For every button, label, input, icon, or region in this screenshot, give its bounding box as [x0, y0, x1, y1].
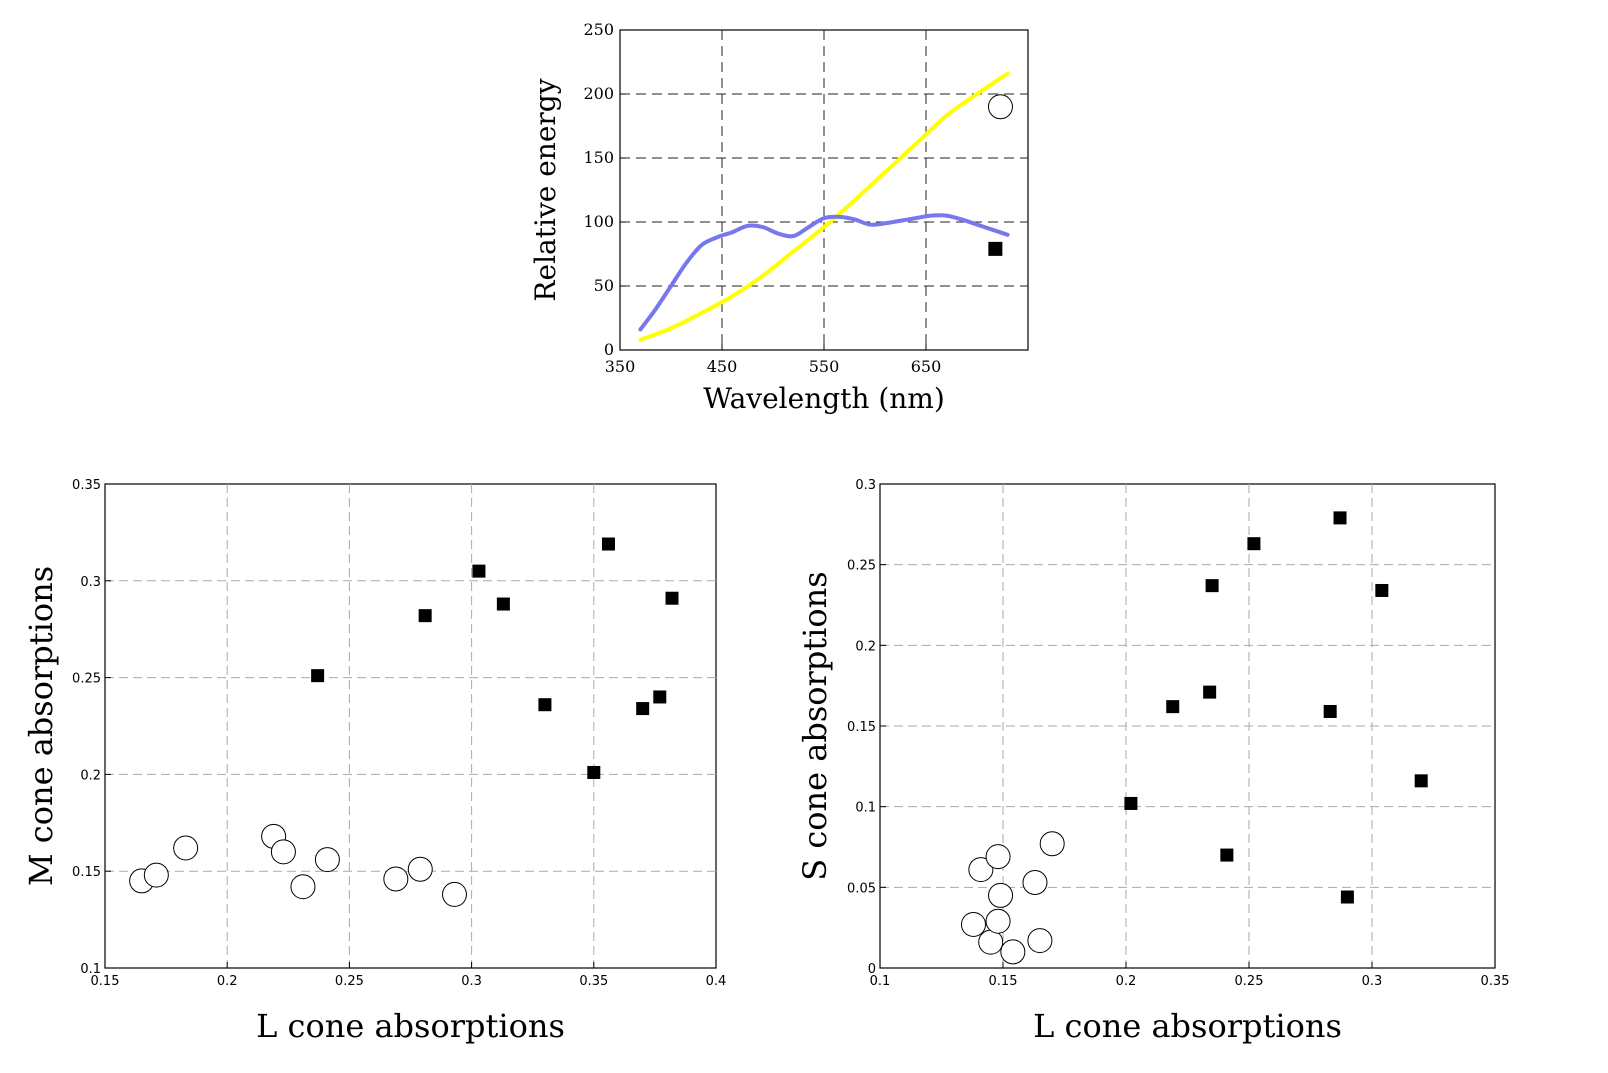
- scatter-point-circle: [383, 866, 409, 892]
- scatter-point-circle: [985, 908, 1011, 934]
- scatter-point-circle: [441, 881, 467, 907]
- y-tick-label: 250: [583, 20, 614, 39]
- scatter-point-circle: [314, 847, 340, 873]
- x-axis-label: L cone absorptions: [256, 1007, 565, 1045]
- chart-1: 350 450 550 650 0 50 100 150 200 250 Wavelength (n…: [529, 20, 1029, 415]
- y-axis-label: S cone absorptions: [796, 571, 834, 880]
- y-tick-label: 0.35: [72, 478, 101, 493]
- scatter-point-circle: [988, 882, 1014, 908]
- scatter-point-square: [653, 690, 667, 704]
- plot-area: [104, 483, 717, 969]
- x-tick-label: 450: [707, 357, 738, 376]
- y-axis-label: Relative energy: [529, 78, 562, 301]
- scatter-point-circle: [1027, 928, 1053, 954]
- x-tick-label: 0.4: [706, 974, 727, 989]
- x-tick-label: 0.15: [91, 974, 120, 989]
- marker-square: [988, 241, 1003, 256]
- y-tick-label: 100: [583, 212, 614, 231]
- x-tick-label: 0.35: [579, 974, 608, 989]
- y-tick-label: 0.2: [80, 768, 101, 783]
- y-tick-label: 50: [594, 276, 614, 295]
- series-line-2: [638, 213, 1010, 332]
- y-tick-label: 0.15: [847, 720, 876, 735]
- chart-3: 0.1 0.15 0.2 0.25 0.3 0.35 0 0.05 0.1 0.15 0.2 0.25…: [796, 478, 1509, 1045]
- y-tick-label: 0: [868, 962, 876, 977]
- x-axis-label: Wavelength (nm): [703, 382, 945, 415]
- scatter-point-circle: [290, 874, 316, 900]
- x-tick-label: 0.35: [1481, 974, 1510, 989]
- y-tick-label: 0.2: [855, 639, 876, 654]
- scatter-point-square: [1333, 511, 1347, 525]
- scatter-point-circle: [1000, 939, 1026, 965]
- scatter-point-square: [418, 609, 432, 623]
- scatter-point-circle: [143, 862, 169, 888]
- x-tick-label: 0.3: [461, 974, 482, 989]
- x-tick-label: 0.3: [1362, 974, 1383, 989]
- x-tick-label: 350: [605, 357, 636, 376]
- scatter-point-circle: [1022, 869, 1048, 895]
- y-tick-label: 0.3: [855, 478, 876, 493]
- x-tick-label: 0.15: [989, 974, 1018, 989]
- scatter-point-square: [1375, 583, 1389, 597]
- y-axis-label: M cone absorptions: [22, 566, 60, 886]
- y-tick-label: 0.1: [80, 962, 101, 977]
- x-tick-label: 650: [911, 357, 942, 376]
- x-tick-label: 0.2: [217, 974, 238, 989]
- scatter-point-square: [1414, 774, 1428, 788]
- x-tick-label: 550: [809, 357, 840, 376]
- scatter-point-square: [311, 669, 325, 683]
- series-line-1: [638, 71, 1010, 342]
- y-tick-label: 0.05: [847, 881, 876, 896]
- scatter-point-circle: [173, 835, 199, 861]
- y-tick-label: 0.15: [72, 865, 101, 880]
- scatter-point-square: [1340, 890, 1354, 904]
- scatter-point-square: [538, 698, 552, 712]
- scatter-point-square: [1220, 848, 1234, 862]
- scatter-point-square: [587, 765, 601, 779]
- x-tick-label: 0.1: [870, 974, 891, 989]
- scatter-point-square: [1323, 704, 1337, 718]
- scatter-point-square: [496, 597, 510, 611]
- scatter-point-circle: [1039, 831, 1065, 857]
- y-tick-label: 0.25: [72, 672, 101, 687]
- y-tick-label: 150: [583, 148, 614, 167]
- y-tick-label: 0: [604, 340, 614, 359]
- scatter-point-square: [472, 564, 486, 578]
- x-tick-label: 0.2: [1116, 974, 1137, 989]
- x-tick-label: 0.25: [335, 974, 364, 989]
- scatter-point-circle: [985, 844, 1011, 870]
- y-tick-label: 0.1: [855, 801, 876, 816]
- scatter-point-circle: [960, 911, 986, 937]
- scatter-point-circle: [978, 929, 1004, 955]
- x-axis-label: L cone absorptions: [1033, 1007, 1342, 1045]
- y-tick-label: 0.3: [80, 575, 101, 590]
- marker-circle: [987, 94, 1013, 120]
- scatter-point-square: [665, 591, 679, 605]
- scatter-point-square: [1124, 796, 1138, 810]
- scatter-point-circle: [407, 856, 433, 882]
- chart-2: 0.15 0.2 0.25 0.3 0.35 0.40.10.150.20.250.30.…: [22, 478, 726, 1045]
- scatter-point-square: [1247, 537, 1261, 551]
- y-tick-label: 0.25: [847, 559, 876, 574]
- x-tick-label: 0.25: [1235, 974, 1264, 989]
- scatter-point-square: [601, 537, 615, 551]
- y-tick-label: 200: [583, 84, 614, 103]
- scatter-point-circle: [270, 839, 296, 865]
- scatter-point-square: [1205, 579, 1219, 593]
- scatter-point-circle: [968, 857, 994, 883]
- scatter-point-square: [1203, 685, 1217, 699]
- scatter-point-square: [1166, 700, 1180, 714]
- scatter-point-square: [636, 702, 650, 716]
